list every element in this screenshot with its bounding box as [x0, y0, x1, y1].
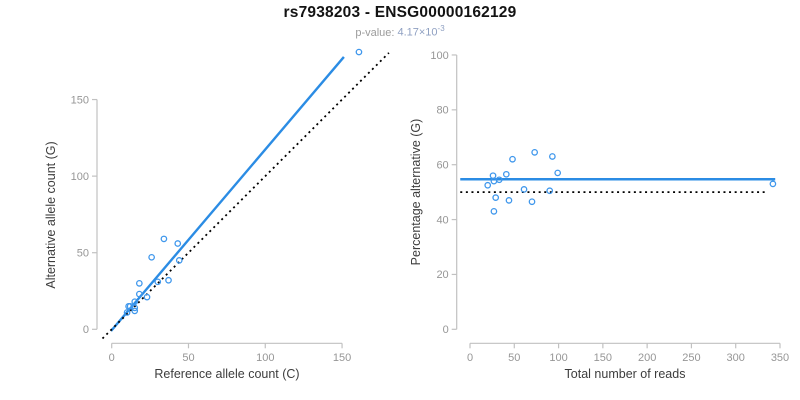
pvalue-label: p-value:: [355, 26, 395, 39]
data-point: [531, 149, 539, 156]
data-point: [509, 155, 516, 163]
y-axis-tick-label: 40: [436, 214, 448, 226]
identity-line: [101, 52, 390, 340]
y-axis-tick-label: 80: [436, 105, 448, 117]
y-axis-tick-label: 100: [71, 171, 89, 183]
pvalue-value: 4.17×10: [397, 26, 438, 39]
data-point: [135, 290, 143, 298]
data-point: [546, 187, 554, 195]
x-axis-tick-label: 50: [508, 352, 520, 364]
y-axis-tick-label: 60: [436, 160, 448, 172]
data-point: [492, 194, 500, 201]
data-point: [154, 278, 162, 286]
data-point: [769, 180, 777, 188]
regression-line: [110, 56, 345, 332]
x-axis-tick-label: 100: [549, 352, 567, 364]
y-axis-tick-label: 150: [71, 94, 89, 106]
y-axis-tick-label: 100: [430, 50, 448, 62]
x-axis-tick-label: 100: [256, 352, 274, 364]
right-scatter-plot: 0 20 40 60 80 100 0 50 100 150 200 250 300 350 Total n…: [409, 50, 789, 381]
data-point: [135, 279, 143, 287]
x-axis-title: Reference allele count (C): [154, 367, 299, 381]
y-axis-tick-label: 20: [436, 269, 448, 281]
x-axis-tick-label: 200: [638, 352, 656, 364]
data-point: [165, 276, 172, 284]
x-axis-tick-label: 0: [467, 352, 473, 364]
pvalue-exponent: -3: [437, 24, 445, 33]
data-point: [502, 170, 510, 178]
data-point: [355, 48, 363, 56]
data-point: [131, 304, 139, 312]
data-point: [174, 240, 182, 247]
data-point: [160, 235, 168, 243]
y-axis-title: Alternative allele count (G): [44, 141, 58, 288]
x-axis-tick-label: 150: [594, 352, 612, 364]
data-point: [490, 207, 498, 215]
x-axis-tick-label: 150: [333, 352, 351, 364]
left-scatter-plot: 0 50 100 150 0 50 100 150 Reference allele count…: [44, 48, 390, 381]
data-point: [131, 298, 139, 306]
data-point: [520, 186, 528, 193]
data-point: [123, 309, 131, 316]
x-axis-tick-label: 350: [771, 352, 789, 364]
x-axis-tick-label: 0: [109, 352, 115, 364]
x-axis-title: Total number of reads: [565, 367, 686, 381]
y-axis-title: Percentage alternative (G): [409, 119, 423, 266]
data-point: [554, 169, 562, 177]
data-point: [505, 197, 513, 204]
x-axis-tick-label: 300: [727, 352, 745, 364]
data-point: [131, 307, 139, 315]
data-point: [489, 172, 497, 180]
x-axis-tick-label: 250: [682, 352, 700, 364]
figure-title: rs7938203 - ENSG00000162129: [283, 4, 517, 21]
data-point: [148, 253, 155, 261]
data-point: [484, 181, 492, 189]
data-point: [495, 176, 503, 184]
x-axis-tick-label: 50: [182, 352, 194, 364]
data-point: [175, 257, 183, 264]
y-axis-tick-label: 0: [443, 324, 449, 336]
data-point: [143, 293, 151, 301]
y-axis-tick-label: 50: [77, 248, 89, 260]
y-axis-tick-label: 0: [83, 324, 89, 336]
figure-subtitle: p-value: 4.17×10-3: [0, 24, 800, 39]
data-point: [528, 198, 536, 206]
data-point: [549, 153, 556, 160]
